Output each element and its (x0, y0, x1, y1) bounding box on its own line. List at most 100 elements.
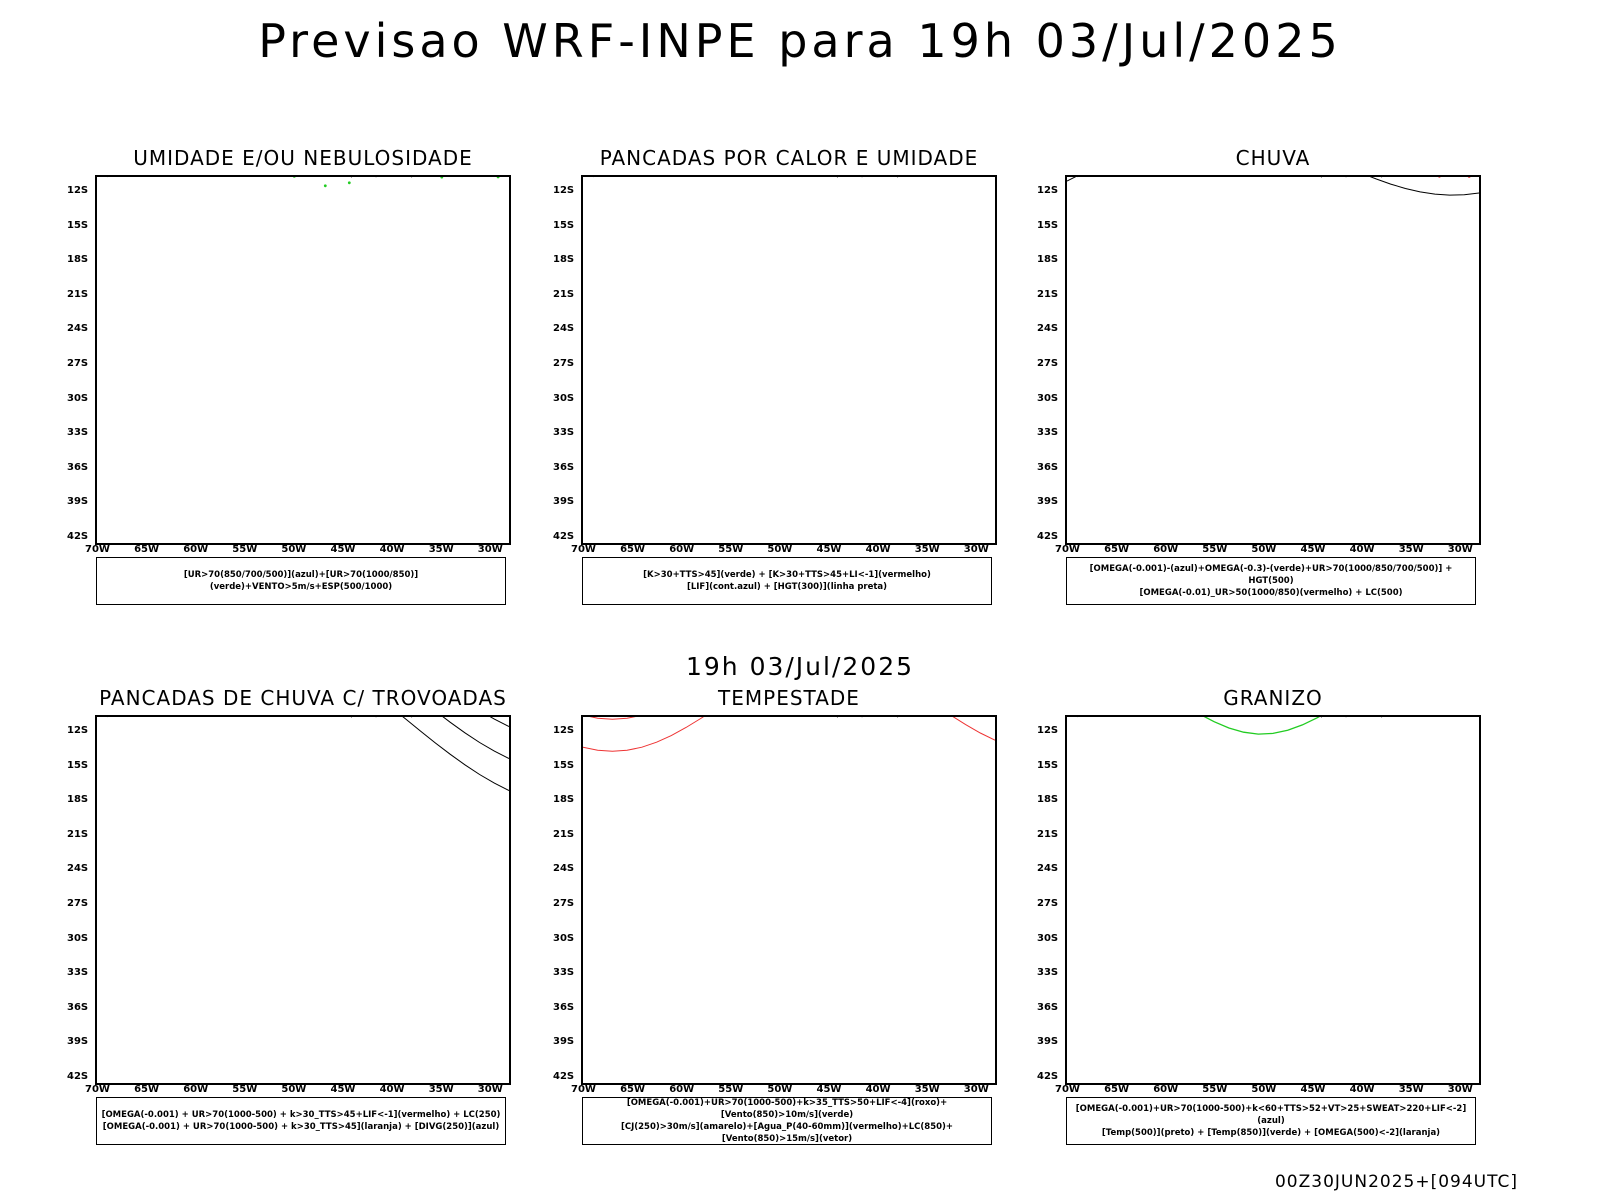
longitude-tick-label: 65W (1104, 544, 1130, 555)
latitude-tick-label: 21S (67, 828, 89, 840)
longitude-tick-label: 60W (1153, 1084, 1179, 1095)
main-title: Previsao WRF-INPE para 19h 03/Jul/2025 (258, 14, 1342, 68)
latitude-tick-label: 27S (67, 898, 89, 909)
map-panel (95, 715, 511, 1085)
map-panel (581, 715, 997, 1085)
latitude-tick-label: 18S (1037, 794, 1059, 806)
latitude-tick-label: 21S (67, 288, 89, 300)
longitude-tick-label: 55W (718, 544, 744, 555)
longitude-tick-label: 30W (963, 544, 989, 555)
latitude-tick-label: 15S (553, 219, 575, 231)
contour-line (489, 717, 509, 727)
latitude-tick-label: 18S (553, 254, 575, 266)
longitude-tick-label: 70W (1055, 544, 1080, 555)
legend-text: [K>30+TTS>45](verde) + [K>30+TTS>45+LI<-… (643, 570, 931, 580)
longitude-tick-label: 40W (1349, 544, 1375, 555)
latitude-tick-label: 21S (1037, 288, 1059, 300)
panel-title: PANCADAS DE CHUVA C/ TROVOADAS (99, 686, 507, 710)
longitude-tick-label: 40W (865, 544, 891, 555)
longitude-tick-label: 30W (1447, 544, 1473, 555)
latitude-tick-label: 27S (553, 358, 575, 369)
longitude-tick-label: 70W (85, 544, 110, 555)
legend-text: [LIF](cont.azul) + [HGT(300)](linha pret… (686, 582, 888, 592)
latitude-tick-label: 30S (1037, 932, 1059, 944)
longitude-tick-label: 40W (1349, 1084, 1375, 1095)
latitude-tick-label: 24S (553, 863, 575, 875)
panel-title: UMIDADE E/OU NEBULOSIDADE (133, 146, 473, 170)
map-panel: 9600952095209600952094409360928092009520… (581, 175, 997, 545)
latitude-tick-label: 24S (1037, 323, 1059, 335)
legend-text: [UR>70(850/700/500)](azul)+[UR>70(1000/8… (183, 570, 419, 592)
longitude-tick-label: 35W (914, 1084, 940, 1095)
longitude-tick-label: 65W (134, 544, 160, 555)
longitude-tick-label: 35W (1398, 1084, 1424, 1095)
legend-text: [CJ(250)>30m/s](amarelo)+[Agua_P(40-60mm… (620, 1122, 954, 1144)
longitude-tick-label: 45W (330, 544, 356, 555)
longitude-tick-label: 55W (232, 544, 258, 555)
longitude-tick-label: 40W (379, 544, 405, 555)
latitude-tick-label: 33S (553, 427, 575, 439)
weather-map (583, 717, 995, 752)
latitude-tick-label: 42S (67, 531, 89, 542)
longitude-tick-label: 30W (963, 1084, 989, 1095)
latitude-tick-label: 27S (67, 358, 89, 369)
latitude-tick-label: 30S (553, 932, 575, 944)
legend-box: [OMEGA(-0.001)+UR>70(1000-500)+k>35_TTS>… (582, 1097, 992, 1145)
panel-title: GRANIZO (1223, 686, 1323, 710)
longitude-tick-label: 65W (1104, 1084, 1130, 1095)
longitude-tick-label: 65W (620, 544, 646, 555)
latitude-tick-label: 30S (553, 392, 575, 404)
latitude-tick-label: 15S (553, 759, 575, 771)
weather-map (106, 717, 509, 791)
latitude-tick-label: 15S (1037, 759, 1059, 771)
longitude-tick-label: 60W (1153, 544, 1179, 555)
weather-map: 5855855825795765735705675705735765795825… (1067, 177, 1479, 196)
latitude-tick-label: 36S (553, 1001, 575, 1013)
latitude-tick-label: 39S (553, 1036, 575, 1048)
contour-line (1067, 177, 1479, 196)
latitude-tick-label: 36S (553, 461, 575, 473)
contour-line (402, 717, 509, 791)
legend-text: [OMEGA(-0.001)+UR>70(1000-500)+k>35_TTS>… (626, 1098, 948, 1120)
longitude-tick-label: 65W (620, 1084, 646, 1095)
longitude-tick-label: 60W (669, 544, 695, 555)
latitude-tick-label: 15S (67, 759, 89, 771)
latitude-tick-label: 27S (1037, 898, 1059, 909)
longitude-tick-label: 55W (718, 1084, 744, 1095)
weather-map: 9600952095209600952094409360928092009520… (592, 177, 899, 178)
longitude-tick-label: 35W (428, 544, 454, 555)
longitude-tick-label: 45W (816, 1084, 842, 1095)
latitude-tick-label: 39S (553, 496, 575, 508)
latitude-tick-label: 18S (1037, 254, 1059, 266)
longitude-tick-label: 35W (914, 544, 940, 555)
legend-text: [OMEGA(-0.001) + UR>70(1000-500) + k>30_… (101, 1110, 501, 1120)
latitude-tick-label: 39S (1037, 1036, 1059, 1048)
longitude-tick-label: 40W (379, 1084, 405, 1095)
latitude-tick-label: 12S (1037, 185, 1059, 196)
latitude-tick-label: 18S (67, 254, 89, 266)
panel-title: PANCADAS POR CALOR E UMIDADE (599, 146, 979, 170)
longitude-tick-label: 50W (281, 544, 307, 555)
latitude-tick-label: 33S (1037, 967, 1059, 979)
legend-box: [OMEGA(-0.001)-(azul)+OMEGA(-0.3)-(verde… (1066, 557, 1476, 605)
latitude-tick-label: 33S (1037, 427, 1059, 439)
latitude-tick-label: 24S (67, 863, 89, 875)
legend-box: [UR>70(850/700/500)](azul)+[UR>70(1000/8… (96, 557, 506, 605)
longitude-tick-label: 35W (1398, 544, 1424, 555)
latitude-tick-label: 21S (1037, 828, 1059, 840)
latitude-tick-label: 39S (1037, 496, 1059, 508)
longitude-tick-label: 50W (1251, 544, 1277, 555)
longitude-tick-label: 45W (1300, 1084, 1326, 1095)
latitude-tick-label: 39S (67, 1036, 89, 1048)
latitude-tick-label: 36S (67, 461, 89, 473)
longitude-tick-label: 45W (816, 544, 842, 555)
longitude-tick-label: 30W (477, 1084, 503, 1095)
legend-box: [OMEGA(-0.001) + UR>70(1000-500) + k>30_… (96, 1097, 506, 1145)
legend-text: [Temp(500)](preto) + [Temp(850)](verde) … (1101, 1128, 1441, 1138)
panel-title: TEMPESTADE (718, 686, 860, 710)
latitude-tick-label: 33S (67, 427, 89, 439)
panel-title: CHUVA (1235, 146, 1311, 170)
contour-line (1203, 717, 1320, 735)
longitude-tick-label: 55W (232, 1084, 258, 1095)
latitude-tick-label: 12S (67, 725, 89, 736)
